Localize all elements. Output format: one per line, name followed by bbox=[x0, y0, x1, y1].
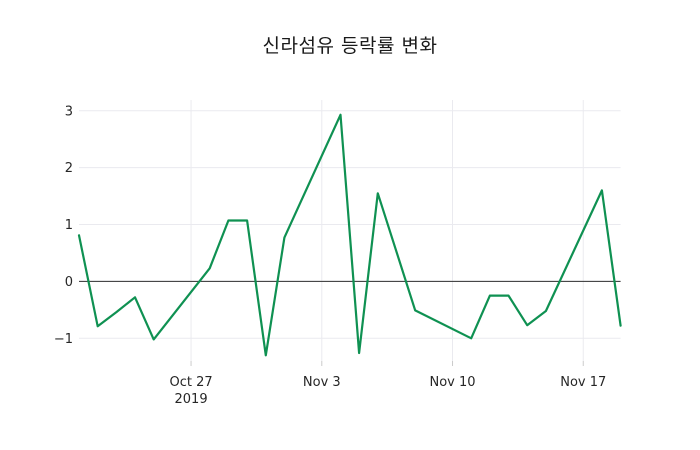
x-tick-label: Oct 27 bbox=[169, 375, 212, 390]
y-tick-label: −1 bbox=[54, 332, 73, 347]
y-tick-label: 3 bbox=[65, 104, 73, 119]
y-tick-label: 2 bbox=[65, 161, 73, 176]
x-tick-label: Nov 3 bbox=[303, 375, 341, 390]
series-line bbox=[77, 113, 622, 357]
chart-title: 신라섬유 등락률 변화 bbox=[262, 35, 438, 57]
x-tick-label: Nov 10 bbox=[429, 375, 475, 390]
y-tick-label: 1 bbox=[65, 218, 73, 233]
x-tick-label: Nov 17 bbox=[560, 375, 606, 390]
y-tick-label: 0 bbox=[65, 275, 73, 290]
x-tick-sublabel: 2019 bbox=[175, 392, 208, 407]
